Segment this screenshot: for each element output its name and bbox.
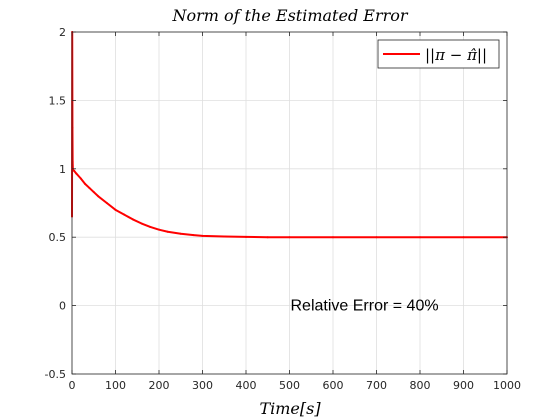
series-group xyxy=(71,31,508,239)
data-point xyxy=(166,230,169,233)
data-point xyxy=(332,236,334,239)
data-point xyxy=(140,222,143,225)
data-point xyxy=(288,236,291,239)
legend: ||π − π̂|| xyxy=(377,39,500,69)
x-tick-label: 800 xyxy=(410,379,431,392)
x-tick-label: 100 xyxy=(105,379,126,392)
legend-label: ||π − π̂|| xyxy=(425,46,487,64)
data-point xyxy=(114,208,117,211)
data-point xyxy=(73,169,76,172)
y-tick-label: 1 xyxy=(59,163,66,176)
data-point xyxy=(92,191,95,194)
ticks: 0 100 200 300 400 500 600 700 800 900 1000-0.500.5… xyxy=(45,26,521,392)
data-point xyxy=(223,235,226,238)
y-tick-label: -0.5 xyxy=(45,368,66,381)
x-tick-label: 300 xyxy=(192,379,213,392)
data-point xyxy=(123,213,126,216)
x-tick-label: 900 xyxy=(453,379,474,392)
chart-title: Norm of the Estimated Error xyxy=(171,6,408,25)
data-point xyxy=(419,236,421,239)
data-point xyxy=(266,236,269,239)
data-point xyxy=(375,236,378,239)
x-tick-label: 400 xyxy=(236,379,257,392)
data-point xyxy=(179,232,182,235)
x-tick-label: 700 xyxy=(366,379,387,392)
data-point xyxy=(201,234,204,237)
data-point xyxy=(192,234,195,237)
data-point xyxy=(84,182,87,185)
data-point xyxy=(97,195,100,198)
data-point xyxy=(158,228,160,231)
data-point xyxy=(462,236,465,239)
data-point xyxy=(245,235,247,238)
y-tick-label: 0.5 xyxy=(49,231,67,244)
x-tick-label: 0 xyxy=(69,379,76,392)
x-tick-label: 600 xyxy=(323,379,344,392)
y-tick-label: 0 xyxy=(59,300,66,313)
annotation-relative-error: Relative Error = 40% xyxy=(291,298,439,315)
x-tick-label: 200 xyxy=(149,379,170,392)
data-point xyxy=(105,202,108,204)
x-tick-label: 500 xyxy=(279,379,300,392)
data-point xyxy=(75,172,78,175)
x-tick-label: 1000 xyxy=(493,379,521,392)
data-point xyxy=(149,225,152,228)
data-point xyxy=(88,186,91,189)
x-axis-label: Time[s] xyxy=(259,399,321,418)
y-tick-label: 1.5 xyxy=(49,94,67,107)
data-point xyxy=(131,218,134,221)
y-tick-label: 2 xyxy=(59,26,66,39)
data-point xyxy=(79,177,82,180)
